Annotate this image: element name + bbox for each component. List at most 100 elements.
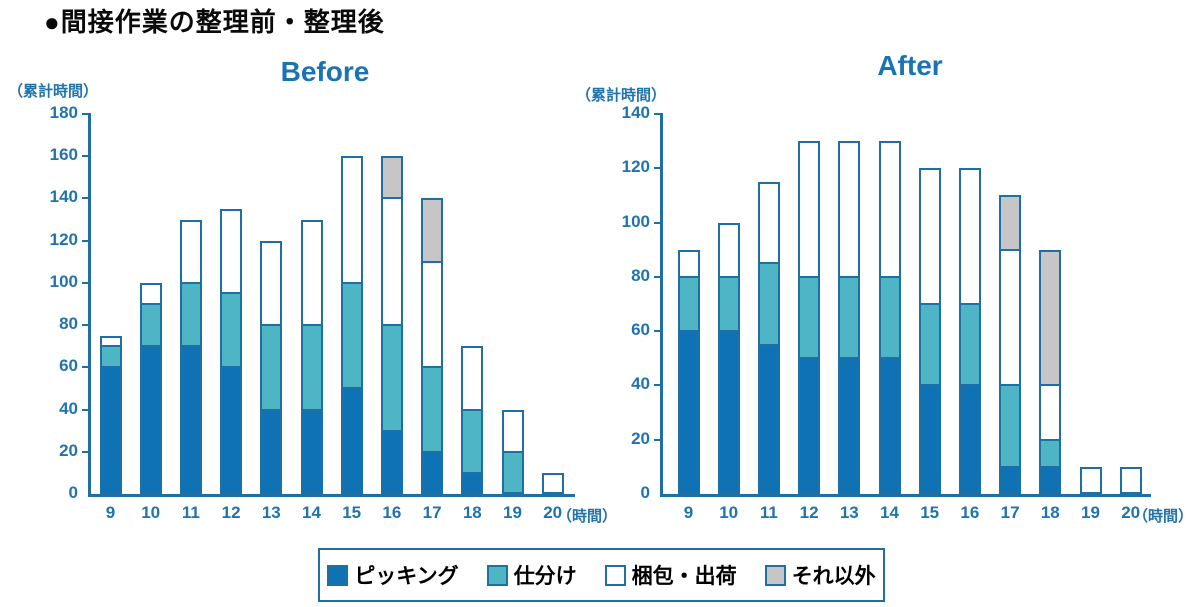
bar-after-19 [1079, 466, 1102, 494]
bar-segment [421, 198, 444, 262]
bar-segment-divider [380, 197, 403, 200]
bar-segment-divider [340, 387, 363, 390]
bar-segment [220, 293, 243, 368]
y-tick-label: 60 [59, 356, 78, 376]
bar-segment [878, 358, 901, 494]
x-tick-label: 17 [422, 503, 442, 522]
bar-segment [421, 451, 444, 494]
y-tick-mark [82, 113, 91, 115]
bar-segment-divider [380, 324, 403, 327]
bar-after-12 [798, 141, 821, 494]
bar-segment-divider [958, 384, 981, 387]
bar-outline [918, 168, 941, 494]
x-tick-label: 12 [221, 503, 241, 522]
bar-segment-divider [878, 275, 901, 278]
bar-segment [999, 249, 1022, 386]
bar-segment-divider [798, 275, 821, 278]
bar-segment [958, 168, 981, 304]
bar-segment [1119, 466, 1142, 494]
bar-segment-divider [380, 429, 403, 432]
bar-outline [999, 195, 1022, 494]
y-axis-unit-label-before: （累計時間） [8, 83, 99, 100]
bar-segment [677, 249, 700, 277]
bar-segment-divider [1039, 438, 1062, 441]
before-chart-plot: （時間） 0 20 40 60 80 100 120 140 160 180 9 10 11 12 13 14… [50, 103, 617, 525]
legend-item: それ以外 [764, 560, 876, 590]
bar-segment [1039, 385, 1062, 440]
bar-before-15 [340, 156, 363, 494]
bar-segment-divider [220, 366, 243, 369]
bar-outline [878, 141, 901, 494]
bar-segment [717, 331, 740, 494]
bar-segment-divider [260, 408, 283, 411]
x-tick-label: 15 [920, 503, 940, 522]
bar-segment [501, 409, 524, 452]
bar-before-19 [501, 409, 524, 494]
bar-segment-divider [918, 303, 941, 305]
bar-outline [461, 346, 484, 494]
page-title: ●間接作業の整理前・整理後 [44, 7, 385, 37]
bar-segment [1039, 466, 1062, 494]
y-tick-mark [82, 366, 91, 369]
bar-segment-divider [757, 343, 780, 346]
bar-segment-divider [139, 303, 162, 305]
bar-segment [380, 325, 403, 431]
x-tick-label: 19 [1081, 503, 1100, 522]
bar-outline [1119, 466, 1142, 494]
y-tick-mark [82, 155, 91, 158]
y-tick-label: 20 [631, 428, 650, 448]
bar-after-18 [1039, 249, 1062, 494]
x-tick-label: 13 [261, 503, 281, 522]
bar-segment-divider [677, 275, 700, 278]
bar-outline [421, 198, 444, 494]
bar-segment [999, 385, 1022, 467]
x-axis-unit-label-before: （時間） [557, 508, 618, 525]
legend-label: 梱包・出荷 [631, 565, 737, 588]
bar-segment [179, 346, 202, 494]
bar-segment-divider [99, 366, 122, 369]
y-tick-mark [654, 384, 663, 387]
bar-before-9 [99, 335, 122, 494]
x-tick-label: 17 [1000, 503, 1020, 522]
y-tick-mark [654, 330, 663, 333]
y-tick-label: 40 [631, 374, 650, 394]
bar-outline [220, 209, 243, 494]
y-tick-label: 140 [49, 187, 78, 207]
x-tick-label: 9 [683, 503, 694, 522]
bar-segment [798, 141, 821, 277]
y-tick-label: 60 [631, 320, 650, 340]
bar-segment [139, 304, 162, 347]
bar-segment [220, 209, 243, 294]
bar-segment [99, 335, 122, 347]
bar-segment [421, 367, 444, 452]
bar-outline [501, 409, 524, 494]
y-tick-label: 80 [59, 314, 78, 334]
bar-segment [380, 430, 403, 494]
bar-segment [300, 219, 323, 326]
y-tick-label: 180 [49, 103, 78, 122]
bar-outline [99, 335, 122, 494]
bar-before-17 [421, 198, 444, 494]
bar-after-11 [757, 181, 780, 494]
bar-segment-divider [757, 262, 780, 265]
y-tick-mark [654, 275, 663, 278]
bar-after-20 [1119, 466, 1142, 494]
x-tick-label: 13 [839, 503, 859, 522]
bar-segment [757, 181, 780, 264]
x-axis-unit-label-after: （時間） [1133, 508, 1194, 525]
y-tick-mark [82, 281, 91, 284]
bar-segment [340, 156, 363, 283]
bar-segment [999, 466, 1022, 494]
x-tick-label: 12 [799, 503, 819, 522]
bar-segment [1079, 466, 1102, 494]
bar-segment [757, 263, 780, 345]
y-tick-label: 100 [621, 211, 650, 231]
bar-after-15 [918, 168, 941, 494]
legend: ピッキング 仕分け 梱包・出荷 それ以外 [318, 548, 885, 602]
bar-before-14 [300, 219, 323, 494]
bar-segment [99, 346, 122, 368]
bar-outline [340, 156, 363, 494]
x-tick-label: 14 [302, 503, 321, 522]
bar-after-17 [999, 195, 1022, 494]
x-tick-label: 20 [1121, 503, 1141, 522]
